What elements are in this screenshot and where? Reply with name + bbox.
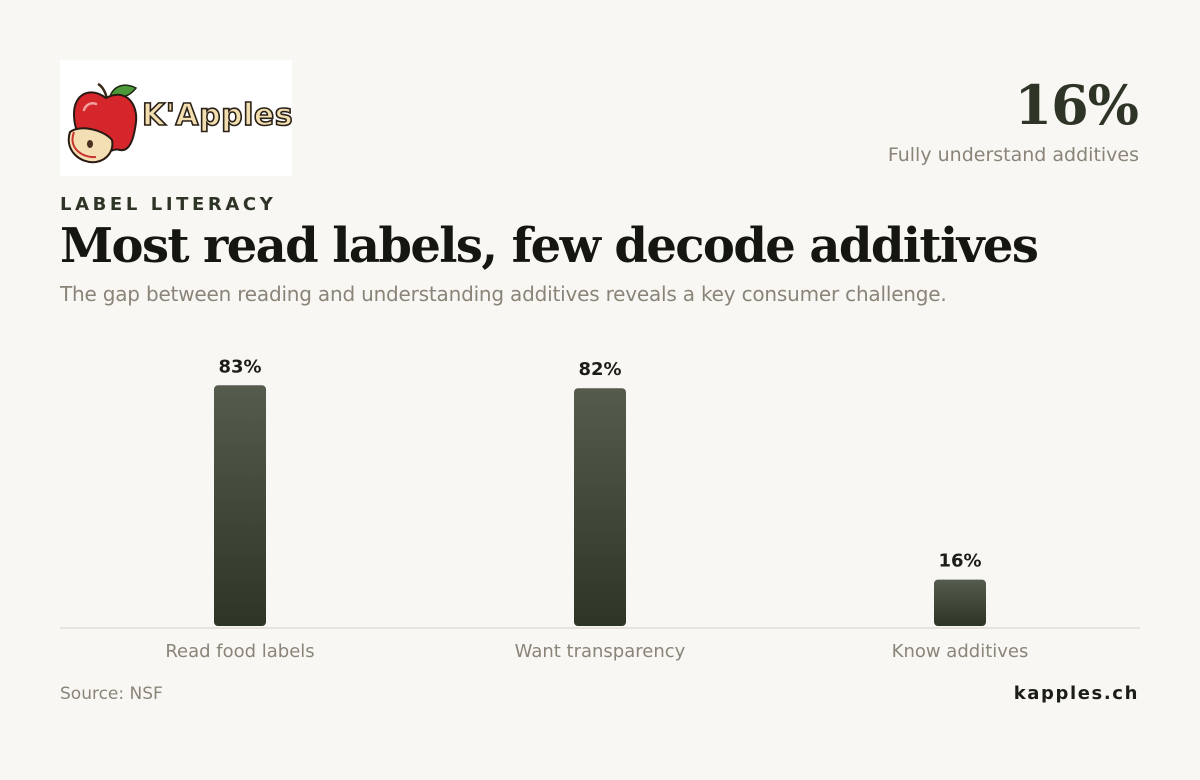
bar-value-label-1: 82% <box>578 359 621 380</box>
site-link[interactable]: kapples.ch <box>1013 683 1139 704</box>
category-label-1: Want transparency <box>515 641 686 662</box>
brand-logo: K'Apples <box>60 60 294 176</box>
kpi-label: Fully understand additives <box>887 144 1139 166</box>
category-label-2: Know additives <box>892 641 1029 662</box>
chart-title: Most read labels, few decode additives <box>60 218 1039 274</box>
category-label-0: Read food labels <box>165 641 314 662</box>
kpi-value: 16% <box>1014 73 1139 137</box>
bar-2 <box>934 579 986 626</box>
bar-value-label-2: 16% <box>938 551 981 572</box>
apple-icon <box>67 82 138 164</box>
brand-logo-text: K'Apples <box>141 97 294 134</box>
source-note: Source: NSF <box>60 684 163 704</box>
bar-value-label-0: 83% <box>218 356 261 377</box>
chart-subtitle: The gap between reading and understandin… <box>60 282 947 306</box>
bar-1 <box>574 388 626 626</box>
bar-0 <box>214 385 266 626</box>
eyebrow: LABEL LITERACY <box>60 194 277 215</box>
bar-chart: 83% Read food labels 82% Want transparency 1… <box>60 356 1140 662</box>
